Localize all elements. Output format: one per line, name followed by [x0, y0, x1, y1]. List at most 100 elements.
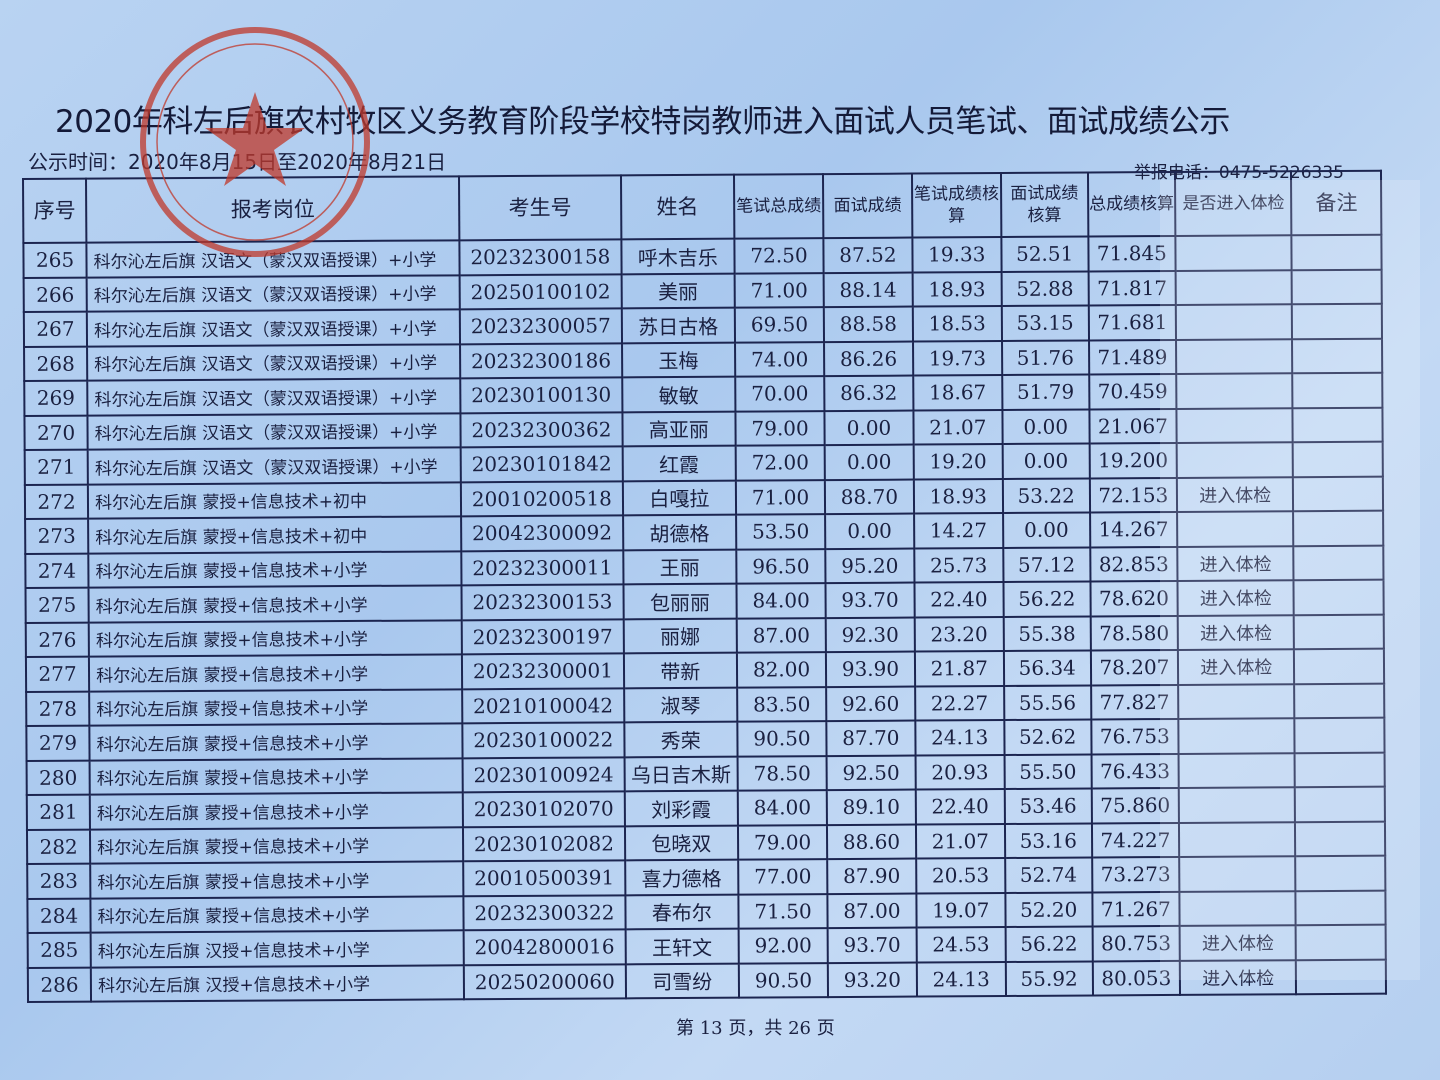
row-name: 敏敏: [621, 376, 736, 412]
row-position: 科尔沁左后旗 汉授+信息技术+小学: [90, 930, 465, 968]
row-written: 71.00: [735, 479, 826, 515]
row-interview: 86.26: [823, 341, 914, 377]
row-total: 21.067: [1089, 408, 1177, 444]
row-interview-calc: 51.76: [1001, 339, 1089, 376]
row-total: 71.817: [1088, 270, 1176, 306]
row-written-calc: 18.53: [912, 306, 1002, 342]
row-position: 科尔沁左后旗 汉语文（蒙汉双语授课）+小学: [86, 309, 461, 347]
row-name: 王丽: [622, 549, 737, 585]
row-written-calc: 22.40: [915, 789, 1005, 825]
row-written-calc: 24.13: [915, 720, 1005, 756]
header-interview: 面试成绩: [822, 173, 913, 239]
row-interview: 0.00: [824, 410, 914, 446]
row-note: [1294, 717, 1385, 753]
row-interview-calc: 53.15: [1001, 305, 1089, 341]
row-total: 71.267: [1092, 891, 1180, 927]
row-written: 69.50: [734, 307, 824, 343]
row-written: 72.00: [735, 445, 825, 481]
row-no: 269: [24, 380, 88, 416]
row-note: [1293, 545, 1384, 581]
row-interview-calc: 53.46: [1004, 788, 1092, 824]
row-physical-exam: [1178, 718, 1295, 754]
header-id: 考生号: [459, 175, 621, 241]
row-written: 84.00: [737, 790, 827, 826]
row-position: 科尔沁左后旗 汉语文（蒙汉双语授课）+小学: [87, 343, 461, 381]
row-name: 秀荣: [623, 721, 738, 757]
row-name: 呼木吉乐: [620, 238, 735, 274]
row-id: 20250200060: [464, 963, 626, 1000]
row-interview: 87.52: [823, 237, 913, 273]
row-written: 71.00: [734, 272, 824, 308]
row-interview-calc: 52.74: [1004, 857, 1093, 893]
row-note: [1293, 441, 1383, 477]
table-row: 286 科尔沁左后旗 汉授+信息技术+小学 20250200060 司雪纷 90.50 9…: [27, 959, 1387, 1002]
row-interview-calc: 57.12: [1003, 546, 1091, 583]
row-physical-exam: 进入体检: [1177, 614, 1295, 650]
row-interview-calc: 56.22: [1003, 581, 1091, 617]
row-position: 科尔沁左后旗 汉语文（蒙汉双语授课）+小学: [87, 412, 461, 450]
row-physical-exam: [1179, 821, 1296, 857]
row-interview-calc: 53.22: [1002, 477, 1090, 514]
row-name: 喜力德格: [624, 859, 739, 895]
row-total: 76.433: [1091, 753, 1179, 789]
row-written-calc: 22.40: [914, 582, 1004, 618]
row-written: 77.00: [738, 859, 828, 895]
row-interview: 92.60: [826, 686, 916, 722]
row-name: 胡德格: [622, 514, 737, 550]
row-name: 乌日吉木斯: [624, 756, 738, 792]
row-total: 78.620: [1090, 580, 1178, 616]
row-name: 淑琴: [623, 687, 738, 723]
row-physical-exam: 进入体检: [1177, 545, 1294, 581]
row-interview: 93.90: [825, 651, 915, 687]
row-interview-calc: 55.56: [1003, 684, 1092, 721]
row-total: 14.267: [1089, 511, 1178, 547]
row-name: 刘彩霞: [624, 790, 739, 826]
row-interview: 87.70: [826, 720, 916, 756]
row-id: 20230100022: [462, 722, 625, 758]
row-written: 83.50: [737, 686, 827, 722]
row-name: 美丽: [621, 273, 735, 309]
row-id: 20232300362: [460, 411, 623, 448]
header-physical-exam: 是否进入体检: [1175, 171, 1292, 236]
header-interview-calc: 面试成绩核算: [1000, 172, 1089, 238]
row-written-calc: 23.20: [914, 616, 1004, 652]
row-position: 科尔沁左后旗 蒙授+信息技术+小学: [89, 654, 463, 692]
row-total: 80.053: [1092, 960, 1181, 996]
row-id: 20230100924: [462, 756, 625, 793]
page-footer: 第 13 页，共 26 页: [676, 1018, 835, 1039]
row-written: 74.00: [735, 341, 825, 377]
row-no: 285: [27, 932, 91, 968]
row-interview: 92.50: [826, 755, 916, 791]
row-interview: 93.70: [827, 927, 917, 963]
row-id: 20230102070: [463, 791, 625, 827]
row-id: 20230101842: [460, 446, 623, 482]
row-id: 20010500391: [463, 860, 625, 896]
row-physical-exam: [1179, 856, 1296, 892]
row-position: 科尔沁左后旗 蒙授+信息技术+小学: [88, 550, 462, 588]
row-name: 春布尔: [624, 894, 739, 930]
row-name: 包丽丽: [623, 583, 737, 619]
row-written: 84.00: [736, 583, 826, 619]
row-interview: 87.00: [827, 893, 917, 929]
row-note: [1295, 786, 1385, 822]
row-note: [1291, 234, 1382, 270]
row-no: 280: [26, 760, 90, 795]
row-written: 92.00: [738, 928, 828, 964]
row-no: 284: [27, 898, 91, 933]
row-id: 20232300057: [460, 308, 622, 344]
row-name: 苏日古格: [621, 307, 736, 343]
row-total: 71.845: [1088, 235, 1176, 271]
row-note: [1294, 752, 1385, 788]
row-name: 玉梅: [621, 342, 736, 378]
row-interview-calc: 52.88: [1001, 270, 1089, 307]
row-no: 276: [25, 622, 90, 657]
row-interview-calc: 56.34: [1003, 650, 1091, 686]
row-position: 科尔沁左后旗 蒙授+信息技术+小学: [89, 688, 463, 726]
row-note: [1294, 648, 1385, 684]
row-no: 278: [26, 691, 90, 726]
row-no: 266: [23, 277, 87, 312]
row-interview: 93.70: [825, 582, 915, 618]
header-written: 笔试总成绩: [734, 174, 824, 239]
row-total: 70.459: [1088, 373, 1177, 409]
row-id: 20232300001: [462, 653, 624, 689]
